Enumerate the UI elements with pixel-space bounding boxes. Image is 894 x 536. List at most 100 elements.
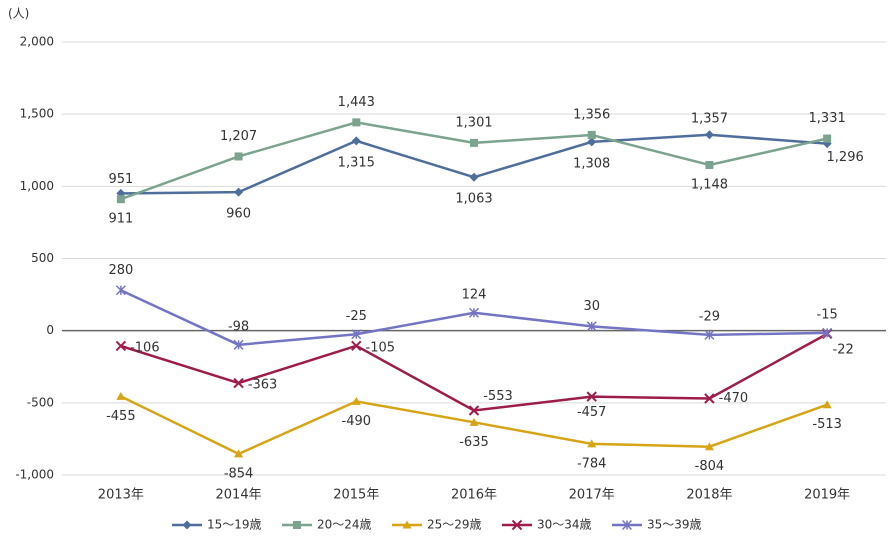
marker xyxy=(351,329,362,340)
marker xyxy=(468,405,480,416)
legend-label: 25～29歳 xyxy=(427,518,482,532)
marker xyxy=(468,307,480,318)
x-tick-label: 2013年 xyxy=(98,488,144,503)
data-label: 1,207 xyxy=(220,129,257,144)
data-label: -513 xyxy=(812,417,842,432)
legend-label: 20～24歳 xyxy=(317,518,372,532)
marker xyxy=(115,285,126,296)
data-label: -22 xyxy=(833,342,854,357)
data-label: -363 xyxy=(248,378,278,393)
series: 911 1,207 1,443 1,301 1,356 1,148 1,331 xyxy=(108,95,845,227)
marker xyxy=(705,160,714,169)
marker xyxy=(511,519,523,531)
marker xyxy=(116,195,125,204)
marker xyxy=(822,400,832,409)
data-label: -25 xyxy=(346,309,367,324)
data-label: 911 xyxy=(108,212,133,227)
marker xyxy=(704,393,715,404)
data-label: -635 xyxy=(459,435,489,450)
marker xyxy=(116,391,126,400)
marker xyxy=(586,391,597,402)
marker xyxy=(822,327,833,338)
data-label: 1,308 xyxy=(573,156,610,171)
data-label: 1,443 xyxy=(338,95,375,110)
data-label: 124 xyxy=(462,287,487,302)
marker xyxy=(234,187,244,197)
marker xyxy=(351,340,362,352)
data-label: 280 xyxy=(108,263,133,278)
data-label: 1,063 xyxy=(455,192,492,207)
data-label: 1,301 xyxy=(455,115,492,130)
data-label: 1,357 xyxy=(691,111,728,126)
marker xyxy=(352,118,361,127)
unit-label: (人) xyxy=(8,7,29,21)
marker xyxy=(233,377,244,389)
data-label: 1,296 xyxy=(827,150,864,165)
x-tick-label: 2015年 xyxy=(333,488,379,503)
legend-label: 15～19歳 xyxy=(207,518,262,532)
marker xyxy=(823,134,832,143)
data-label: -784 xyxy=(577,456,607,471)
y-tick-label: 1,000 xyxy=(20,179,54,193)
data-label: 960 xyxy=(226,207,251,222)
legend-item: 25～29歳 xyxy=(392,518,482,532)
x-tick-label: 2018年 xyxy=(686,488,732,503)
x-tick-label: 2017年 xyxy=(569,488,615,503)
data-label: 30 xyxy=(583,299,600,314)
x-tick-label: 2019年 xyxy=(804,488,850,503)
data-label: 1,315 xyxy=(338,155,375,170)
marker xyxy=(293,521,301,529)
data-label: -29 xyxy=(699,309,720,324)
data-label: -98 xyxy=(228,319,249,334)
marker xyxy=(115,340,127,352)
marker xyxy=(351,136,361,146)
x-tick-label: 2016年 xyxy=(451,488,497,503)
marker xyxy=(587,130,596,139)
marker xyxy=(470,138,478,147)
marker xyxy=(234,449,244,458)
y-tick-label: -500 xyxy=(27,395,54,409)
marker xyxy=(587,439,597,448)
marker xyxy=(469,172,479,182)
series: -106 -363 -105 -553 -457 -470 -22 xyxy=(115,328,854,420)
marker xyxy=(351,396,361,405)
data-label: -490 xyxy=(342,414,372,429)
marker xyxy=(621,519,633,531)
series: 280 -98 -25 124 30 -29 -15 xyxy=(108,263,838,350)
legend-item: 35～39歳 xyxy=(612,518,702,532)
data-label: 1,148 xyxy=(691,177,728,192)
data-label: -804 xyxy=(695,459,725,474)
marker xyxy=(704,329,715,340)
y-tick-label: 2,000 xyxy=(20,35,54,49)
series: 951 960 1,315 1,063 1,308 1,357 1,296 xyxy=(108,111,863,221)
x-tick-label: 2014年 xyxy=(216,488,262,503)
legend-label: 35～39歳 xyxy=(647,518,702,532)
marker xyxy=(704,130,714,140)
data-label: -854 xyxy=(224,466,254,481)
series: -455 -854 -490 -635 -784 -804 -513 xyxy=(106,391,842,481)
data-label: 1,331 xyxy=(809,111,846,126)
legend: 15～19歳 20～24歳 25～29歳 30～34歳 35～39歳 xyxy=(172,518,702,532)
legend-item: 30～34歳 xyxy=(502,518,592,532)
marker xyxy=(234,152,243,161)
y-tick-label: 0 xyxy=(46,323,54,337)
y-tick-label: 500 xyxy=(31,251,54,265)
data-label: -455 xyxy=(106,409,136,424)
marker xyxy=(182,520,192,530)
y-tick-label: -1,000 xyxy=(15,468,54,482)
data-label: 951 xyxy=(108,172,133,187)
marker xyxy=(586,321,597,332)
data-label: -470 xyxy=(719,391,749,406)
marker xyxy=(402,520,412,529)
data-label: -457 xyxy=(577,405,607,420)
marker xyxy=(233,339,244,350)
marker xyxy=(587,137,597,147)
data-label: 1,356 xyxy=(573,107,610,122)
legend-item: 20～24歳 xyxy=(282,518,372,532)
data-label: -105 xyxy=(366,340,396,355)
y-tick-label: 1,500 xyxy=(20,107,54,121)
data-label: -15 xyxy=(817,307,838,322)
marker xyxy=(704,442,714,451)
marker xyxy=(469,417,479,426)
